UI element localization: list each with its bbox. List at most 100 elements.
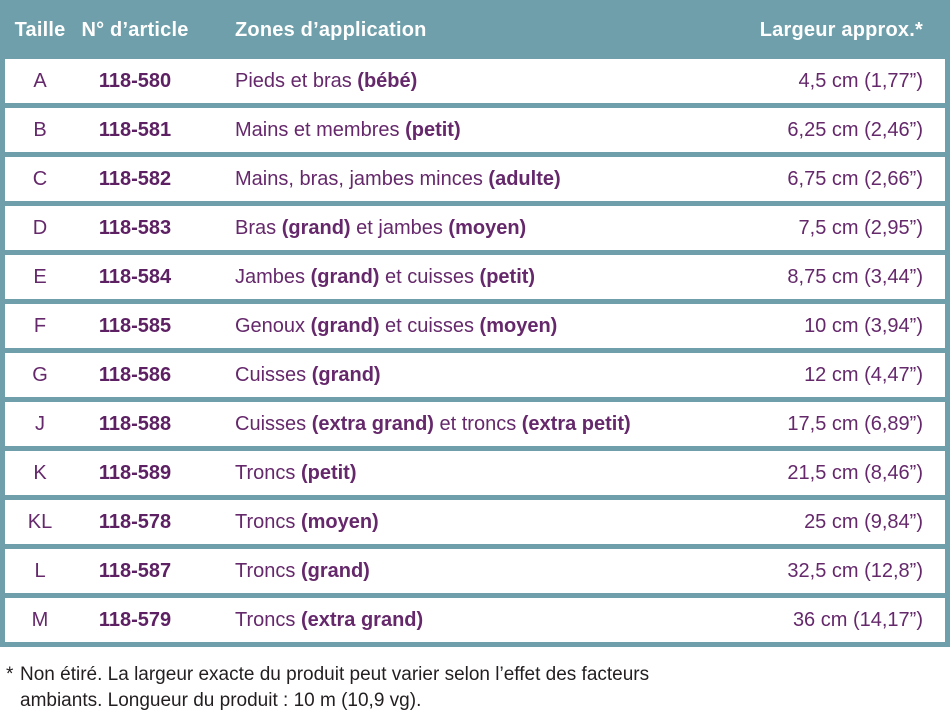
table-row: F 118-585 Genoux (grand) et cuisses (moy… <box>5 304 945 348</box>
width-cell: 17,5 cm (6,89”) <box>787 412 923 435</box>
table-row: B 118-581 Mains et membres (petit) 6,25 … <box>5 108 945 152</box>
zones-cell: Mains et membres (petit) <box>195 119 705 142</box>
article-number-cell: 118-578 <box>98 510 172 533</box>
width-cell: 12 cm (4,47”) <box>804 363 923 386</box>
zone-text: et troncs <box>433 412 522 435</box>
article-number-cell: 118-588 <box>98 412 172 435</box>
zone-text: et cuisses <box>379 265 480 288</box>
article-number-cell: 118-587 <box>98 559 172 582</box>
table-row: D 118-583 Bras (grand) et jambes (moyen)… <box>5 206 945 250</box>
article-number-cell: 118-586 <box>98 363 172 386</box>
zone-size-emphasis: (adulte) <box>488 167 561 190</box>
article-number-cell: 118-579 <box>98 608 172 631</box>
zone-text: Cuisses <box>235 363 312 386</box>
column-header-article-number: N° d’article <box>81 18 189 41</box>
zones-cell: Bras (grand) et jambes (moyen) <box>195 217 705 240</box>
table-row: G 118-586 Cuisses (grand) 12 cm (4,47”) <box>5 353 945 397</box>
size-cell: F <box>33 314 47 337</box>
zone-text: Genoux <box>235 314 311 337</box>
article-number-cell: 118-583 <box>98 216 172 239</box>
width-cell: 7,5 cm (2,95”) <box>798 216 923 239</box>
article-number-cell: 118-584 <box>98 265 172 288</box>
zone-text: Bras <box>235 216 282 239</box>
zone-size-emphasis: (grand) <box>310 265 380 288</box>
zone-size-emphasis: (petit) <box>300 461 357 484</box>
size-cell: G <box>32 363 48 386</box>
zone-text: Mains, bras, jambes minces <box>235 167 489 190</box>
size-cell: E <box>33 265 47 288</box>
column-header-taille: Taille <box>14 18 66 41</box>
table-row: J 118-588 Cuisses (extra grand) et tronc… <box>5 402 945 446</box>
size-cell: B <box>33 118 47 141</box>
article-number-cell: 118-585 <box>98 314 172 337</box>
article-number-cell: 118-582 <box>98 167 172 190</box>
zone-text: Mains et membres <box>235 118 406 141</box>
width-cell: 21,5 cm (8,46”) <box>787 461 923 484</box>
size-cell: KL <box>27 510 53 533</box>
zones-cell: Pieds et bras (bébé) <box>195 70 705 93</box>
zone-size-emphasis: (petit) <box>405 118 461 141</box>
table-row: C 118-582 Mains, bras, jambes minces (ad… <box>5 157 945 201</box>
width-cell: 10 cm (3,94”) <box>804 314 923 337</box>
table-row: M 118-579 Troncs (extra grand) 36 cm (14… <box>5 598 945 642</box>
footnote: * Non étiré. La largeur exacte du produi… <box>6 662 940 714</box>
size-cell: C <box>32 167 48 190</box>
width-cell: 8,75 cm (3,44”) <box>787 265 923 288</box>
size-cell: K <box>33 461 47 484</box>
zone-size-emphasis: (grand) <box>311 363 381 386</box>
zones-cell: Troncs (extra grand) <box>195 609 705 632</box>
table-header-row: Taille N° d’article Zones d’application … <box>5 0 945 54</box>
footnote-line-1: Non étiré. La largeur exacte du produit … <box>20 664 650 685</box>
size-cell: M <box>31 608 49 631</box>
size-cell: L <box>34 559 46 582</box>
zone-size-emphasis: (moyen) <box>448 216 527 239</box>
footnote-text: Non étiré. La largeur exacte du produit … <box>20 662 940 714</box>
zone-text: Cuisses <box>235 412 312 435</box>
column-header-application-zones: Zones d’application <box>235 18 427 41</box>
width-cell: 4,5 cm (1,77”) <box>798 69 923 92</box>
size-cell: A <box>33 69 47 92</box>
zone-size-emphasis: (grand) <box>310 314 380 337</box>
zone-text: Troncs <box>235 510 301 533</box>
zone-size-emphasis: (moyen) <box>479 314 558 337</box>
zone-text: Troncs <box>235 608 301 631</box>
table-row: K 118-589 Troncs (petit) 21,5 cm (8,46”) <box>5 451 945 495</box>
zone-size-emphasis: (grand) <box>281 216 351 239</box>
size-cell: J <box>35 412 45 435</box>
zone-text: Troncs <box>235 559 301 582</box>
zones-cell: Troncs (moyen) <box>195 511 705 534</box>
footnote-asterisk: * <box>6 664 14 685</box>
zones-cell: Mains, bras, jambes minces (adulte) <box>195 168 705 191</box>
column-header-approx-width: Largeur approx.* <box>759 18 923 41</box>
zone-size-emphasis: (extra petit) <box>521 412 631 435</box>
table-row: KL 118-578 Troncs (moyen) 25 cm (9,84”) <box>5 500 945 544</box>
zones-cell: Troncs (petit) <box>195 462 705 485</box>
zone-size-emphasis: (extra grand) <box>311 412 434 435</box>
size-table: Taille N° d’article Zones d’application … <box>0 0 950 647</box>
width-cell: 36 cm (14,17”) <box>792 608 923 631</box>
zones-cell: Troncs (grand) <box>195 560 705 583</box>
zones-cell: Jambes (grand) et cuisses (petit) <box>195 266 705 289</box>
zones-cell: Cuisses (grand) <box>195 364 705 387</box>
zones-cell: Genoux (grand) et cuisses (moyen) <box>195 315 705 338</box>
zone-size-emphasis: (bébé) <box>357 69 418 92</box>
table-row: E 118-584 Jambes (grand) et cuisses (pet… <box>5 255 945 299</box>
zone-text: Jambes <box>235 265 311 288</box>
zone-size-emphasis: (grand) <box>300 559 370 582</box>
size-cell: D <box>32 216 48 239</box>
zone-text: Troncs <box>235 461 301 484</box>
article-number-cell: 118-589 <box>98 461 172 484</box>
article-number-cell: 118-580 <box>98 69 172 92</box>
zone-size-emphasis: (extra grand) <box>300 608 424 631</box>
article-number-cell: 118-581 <box>98 118 172 141</box>
zone-size-emphasis: (moyen) <box>300 510 379 533</box>
zone-size-emphasis: (petit) <box>479 265 536 288</box>
zone-text: Pieds et bras <box>235 69 358 92</box>
footnote-line-2: ambiants. Longueur du produit : 10 m (10… <box>20 690 422 711</box>
zone-text: et cuisses <box>379 314 480 337</box>
width-cell: 25 cm (9,84”) <box>804 510 923 533</box>
table-row: L 118-587 Troncs (grand) 32,5 cm (12,8”) <box>5 549 945 593</box>
width-cell: 6,25 cm (2,46”) <box>787 118 923 141</box>
width-cell: 6,75 cm (2,66”) <box>787 167 923 190</box>
